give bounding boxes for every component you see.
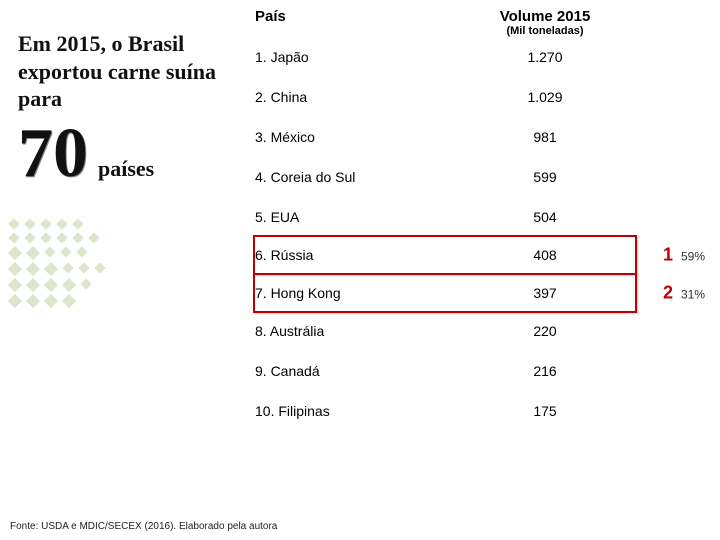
header-volume: Volume 2015 [455, 8, 635, 25]
source-footnote: Fonte: USDA e MDIC/SECEX (2016). Elabora… [10, 521, 277, 532]
cell-volume: 175 [455, 403, 635, 419]
cell-volume: 504 [455, 209, 635, 225]
cell-volume: 981 [455, 129, 635, 145]
table-row: 3. México981 [255, 117, 635, 157]
cell-volume: 220 [455, 323, 635, 339]
table-row: 9. Canadá216 [255, 351, 635, 391]
annotation-percent: 31% [681, 288, 705, 302]
cell-volume: 1.270 [455, 49, 635, 65]
countries-count: 70 países [18, 119, 243, 189]
countries-number: 70 [18, 119, 88, 189]
cell-volume: 1.029 [455, 89, 635, 105]
intro-block: Em 2015, o Brasil exportou carne suína p… [18, 30, 243, 189]
table-row: 6. Rússia408159% [253, 235, 637, 275]
table-row: 2. China1.029 [255, 77, 635, 117]
background-dot-pattern [10, 220, 210, 312]
cell-country: 8. Austrália [255, 323, 455, 339]
intro-text: Em 2015, o Brasil exportou carne suína p… [18, 30, 243, 113]
cell-country: 4. Coreia do Sul [255, 169, 455, 185]
annotation-percent: 59% [681, 250, 705, 264]
table-row: 5. EUA504 [255, 197, 635, 237]
cell-country: 9. Canadá [255, 363, 455, 379]
cell-country: 2. China [255, 89, 455, 105]
cell-volume: 216 [455, 363, 635, 379]
row-annotation: 2 31% [663, 283, 705, 304]
table-header: País Volume 2015 [255, 8, 635, 25]
cell-volume: 599 [455, 169, 635, 185]
cell-volume: 397 [455, 285, 635, 301]
annotation-rank: 2 [663, 283, 673, 304]
annotation-rank: 1 [663, 245, 673, 266]
table-row: 8. Austrália220 [255, 311, 635, 351]
row-annotation: 1 59% [663, 245, 705, 266]
cell-country: 7. Hong Kong [255, 285, 455, 301]
header-subtitle: (Mil toneladas) [455, 25, 635, 37]
cell-country: 10. Filipinas [255, 403, 455, 419]
cell-country: 6. Rússia [255, 247, 455, 263]
cell-country: 1. Japão [255, 49, 455, 65]
cell-country: 5. EUA [255, 209, 455, 225]
cell-volume: 408 [455, 247, 635, 263]
cell-country: 3. México [255, 129, 455, 145]
exports-table: País Volume 2015 (Mil toneladas) 1. Japã… [255, 8, 635, 431]
table-row: 10. Filipinas175 [255, 391, 635, 431]
table-row: 4. Coreia do Sul599 [255, 157, 635, 197]
table-row: 1. Japão1.270 [255, 37, 635, 77]
header-country: País [255, 8, 455, 25]
countries-label: países [98, 156, 154, 182]
table-row: 7. Hong Kong397231% [253, 273, 637, 313]
